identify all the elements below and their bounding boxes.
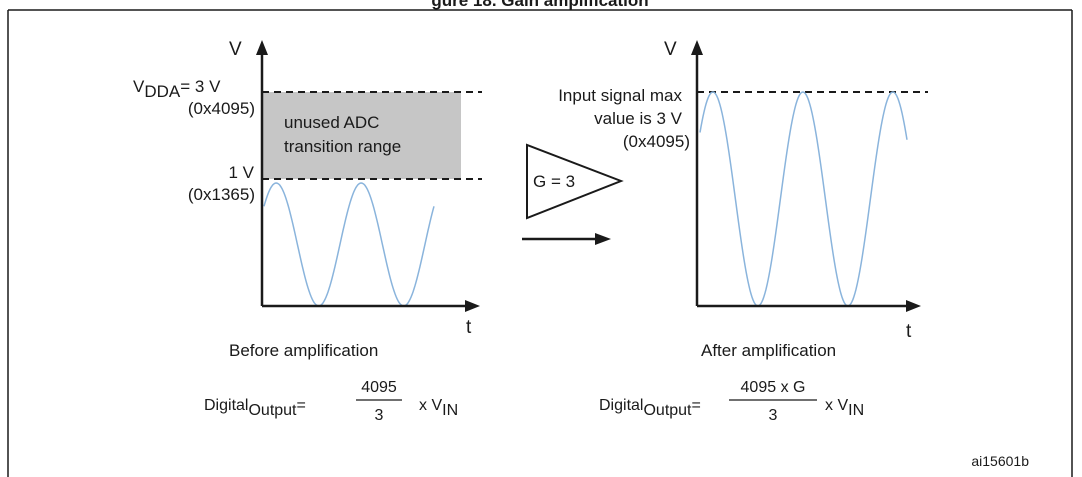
after-panel: V t Input signal max value is 3 V (0x409… [558,39,928,424]
before-y-arrow-icon [256,40,268,55]
before-x-arrow-icon [465,300,480,312]
max-value-line2: value is 3 V [594,109,683,128]
amplifier-gain-label: G = 3 [533,172,575,191]
after-formula: DigitalOutput= 4095 x G 3 x VIN [599,379,864,424]
before-formula-lhs: DigitalOutput= [204,397,306,419]
after-formula-rhs: x VIN [825,397,864,419]
after-signal-wave [699,91,908,307]
vdda-hex-label: (0x4095) [188,99,255,118]
before-formula-rhs: x VIN [419,397,458,419]
max-value-hex: (0x4095) [623,132,690,151]
amplifier-block: G = 3 [522,143,624,245]
after-formula-numerator: 4095 x G [741,379,806,396]
max-value-line1: Input signal max [558,86,682,105]
before-formula-numerator: 4095 [361,379,397,396]
after-formula-lhs: DigitalOutput= [599,397,701,419]
figure-title: gure 18. Gain amplification [431,0,648,10]
flow-arrow-head-icon [595,233,611,245]
figure-id-label: ai15601b [971,453,1029,469]
before-formula-denominator: 3 [375,407,384,424]
after-x-arrow-icon [906,300,921,312]
amplifier-triangle-icon [526,143,624,220]
before-formula: DigitalOutput= 4095 3 x VIN [204,379,458,424]
unused-range-line2: transition range [284,137,401,156]
after-caption: After amplification [701,341,836,360]
after-y-axis-label: V [664,39,677,60]
unused-adc-range-box [262,92,461,179]
vdda-label: VDDA= 3 V [133,77,221,101]
one-volt-label: 1 V [228,163,254,182]
before-panel: unused ADC transition range V t VDDA= 3 … [133,39,482,424]
before-y-axis-label: V [229,39,242,60]
after-x-axis-label: t [906,321,912,342]
after-y-arrow-icon [691,40,703,55]
before-signal-wave [263,182,435,307]
before-x-axis-label: t [466,317,472,338]
one-volt-hex-label: (0x1365) [188,185,255,204]
unused-range-line1: unused ADC [284,113,379,132]
after-formula-denominator: 3 [769,407,778,424]
before-caption: Before amplification [229,341,378,360]
